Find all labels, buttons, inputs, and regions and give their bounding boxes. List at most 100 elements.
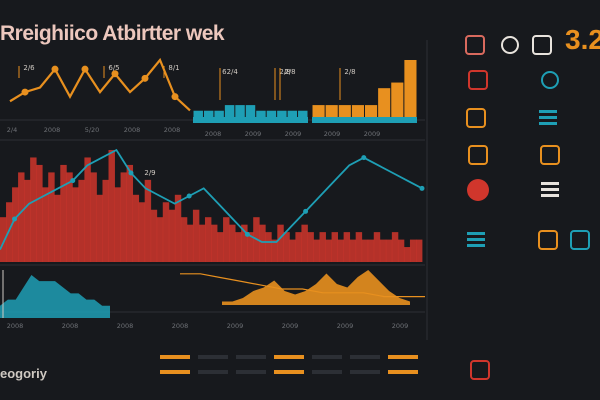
icon-shape	[539, 122, 557, 125]
circle-badge-icon	[467, 179, 489, 201]
bar	[391, 82, 404, 122]
area-bar	[307, 232, 314, 262]
area-bar	[168, 209, 176, 262]
legend-strip	[274, 355, 304, 359]
area-bar	[96, 194, 103, 262]
box-icon	[468, 145, 488, 165]
tick-label: 2009	[324, 130, 341, 138]
data-point	[171, 93, 179, 101]
footer-label: eogoriy	[0, 366, 47, 381]
bar	[235, 105, 245, 122]
chart-icon	[468, 70, 488, 90]
area-bar	[48, 172, 55, 262]
icon-shape	[570, 230, 590, 250]
area-bar	[283, 232, 290, 262]
area-bar	[108, 150, 115, 262]
tick-label: 2008	[172, 322, 189, 330]
lines-icon	[539, 110, 557, 125]
corner-number: 3.2	[565, 24, 600, 55]
area-bar	[198, 224, 206, 262]
tick-label: 2/4	[7, 126, 17, 134]
data-point	[141, 74, 149, 82]
area-bar	[289, 239, 296, 262]
area-bar	[319, 232, 326, 262]
area-bar	[144, 179, 152, 262]
axis-band	[312, 117, 417, 123]
area-bar	[180, 217, 188, 262]
area-bar	[367, 239, 375, 262]
data-point	[51, 65, 59, 73]
bar	[287, 110, 298, 122]
area-bar	[162, 202, 170, 262]
face-icon	[501, 36, 519, 54]
tick-label: 2009	[392, 322, 409, 330]
area-bar	[391, 232, 399, 262]
area-bar	[271, 239, 278, 262]
bottles-icon	[538, 230, 558, 250]
target-icon	[541, 71, 559, 89]
pig-icon	[470, 360, 490, 380]
area-bar	[265, 232, 272, 262]
legend-strip	[160, 370, 190, 374]
area-bar	[247, 232, 254, 262]
area-bar	[84, 157, 91, 262]
tick-label: 2008	[62, 322, 79, 330]
icon-shape	[541, 188, 559, 191]
legend-strip	[236, 355, 266, 359]
tick-label: 2008	[205, 130, 222, 138]
area-bar	[241, 224, 248, 262]
data-point	[361, 155, 367, 161]
area-bar	[325, 239, 332, 262]
bar	[193, 110, 203, 122]
tick-label: 2009	[245, 130, 262, 138]
area-bar	[379, 239, 387, 262]
bar	[256, 110, 266, 122]
area-bar	[72, 187, 79, 262]
area-bar	[415, 239, 423, 262]
legend-strip	[388, 355, 418, 359]
list-icon	[467, 232, 485, 247]
tick-label: 2009	[337, 322, 354, 330]
jar-icon	[570, 230, 590, 250]
area-bar	[397, 239, 405, 262]
area-bar	[313, 239, 320, 262]
area-bar	[259, 224, 266, 262]
icon-shape	[540, 145, 560, 165]
area-bar	[150, 209, 158, 262]
bar	[266, 110, 277, 122]
area-bar	[30, 157, 37, 262]
legend-strip	[160, 355, 190, 359]
data-label: 62/4	[222, 68, 238, 76]
bar	[245, 105, 256, 122]
tick-label: 2009	[364, 130, 381, 138]
icon-shape	[468, 70, 488, 90]
data-label: 6/5	[108, 64, 119, 72]
area-bar	[138, 202, 146, 262]
bar	[277, 110, 287, 122]
area-bar	[204, 217, 212, 262]
area-bar	[54, 194, 61, 262]
legend-strip	[274, 370, 304, 374]
tick-label: 5/20	[85, 126, 100, 134]
area-bar	[186, 224, 194, 262]
icon-shape	[467, 244, 485, 247]
data-label: 2/8	[279, 68, 290, 76]
bar	[378, 88, 391, 122]
area-bar	[42, 187, 49, 262]
data-label: 2/9	[144, 169, 155, 177]
bar	[224, 105, 235, 122]
data-point	[128, 170, 134, 176]
area-bar	[361, 239, 369, 262]
area-bar	[114, 187, 121, 262]
series-line	[9, 57, 191, 112]
bar	[203, 110, 214, 122]
icon-shape	[538, 230, 558, 250]
area-fill	[222, 270, 410, 305]
area-bar	[36, 164, 43, 262]
area-bar	[229, 224, 236, 262]
area-bar	[120, 172, 127, 262]
area-bar	[24, 179, 31, 262]
tick-label: 2009	[285, 130, 302, 138]
legend-strip	[312, 355, 342, 359]
area-bar	[295, 232, 302, 262]
